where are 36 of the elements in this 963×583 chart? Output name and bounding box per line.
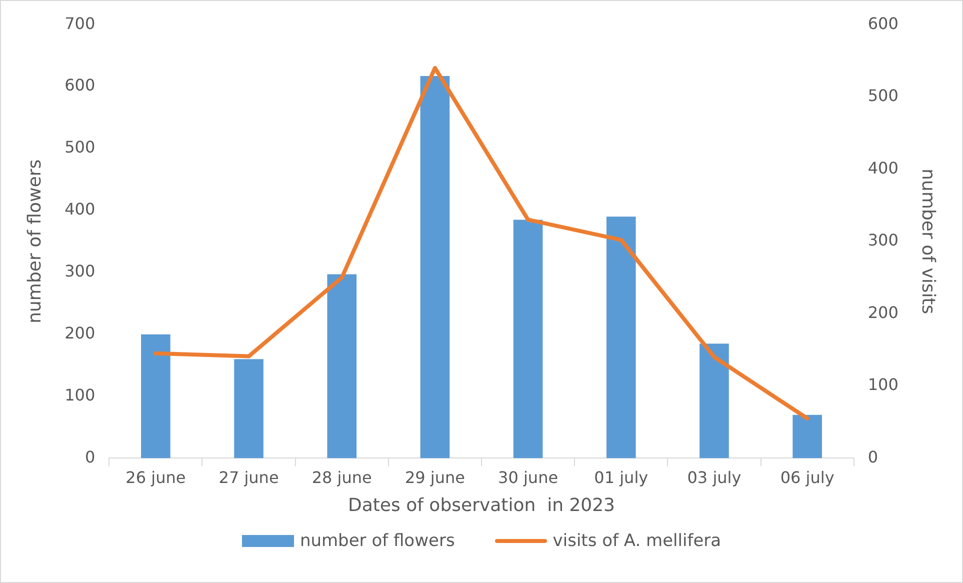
y-tick-label: 100 <box>64 385 96 404</box>
x-axis-title: Dates of observation in 2023 <box>348 494 616 516</box>
x-tick-label: 30 june <box>498 468 558 487</box>
x-tick-label: 01 july <box>594 468 648 487</box>
bar <box>141 334 170 458</box>
y-tick-label: 600 <box>64 76 96 95</box>
y2-tick-label: 600 <box>868 14 898 33</box>
y2-tick-label: 300 <box>868 230 898 250</box>
y-tick-label: 200 <box>64 323 96 342</box>
bar <box>420 76 450 458</box>
x-tick-label: 29 june <box>404 468 465 487</box>
y2-tick-label: 0 <box>868 447 878 466</box>
x-tick-label: 06 july <box>780 468 834 487</box>
y2-tick-label: 400 <box>868 158 898 178</box>
x-tick-label: 03 july <box>687 468 742 487</box>
y-tick-label: 300 <box>64 262 96 281</box>
bar <box>700 344 729 458</box>
y2-tick-label: 200 <box>868 302 898 322</box>
bar <box>606 216 636 458</box>
y-tick-label: 0 <box>84 447 96 466</box>
y-tick-label: 500 <box>64 138 96 157</box>
bar <box>327 274 357 458</box>
y-axis-title: number of flowers <box>24 159 46 324</box>
x-tick-label: 27 june <box>218 468 279 487</box>
legend-label: visits of A. mellifera <box>552 531 722 551</box>
x-tick-label: 26 june <box>126 468 186 487</box>
bar <box>234 359 264 458</box>
y2-tick-label: 100 <box>868 375 898 394</box>
y-tick-label: 700 <box>64 14 96 33</box>
y-tick-label: 400 <box>64 200 96 219</box>
bar <box>513 220 543 458</box>
bar <box>792 414 822 458</box>
y2-axis-title: number of visits <box>918 168 939 314</box>
x-tick-label: 28 june <box>312 468 372 487</box>
y2-tick-label: 500 <box>868 86 898 106</box>
legend-label: number of flowers <box>300 531 455 551</box>
